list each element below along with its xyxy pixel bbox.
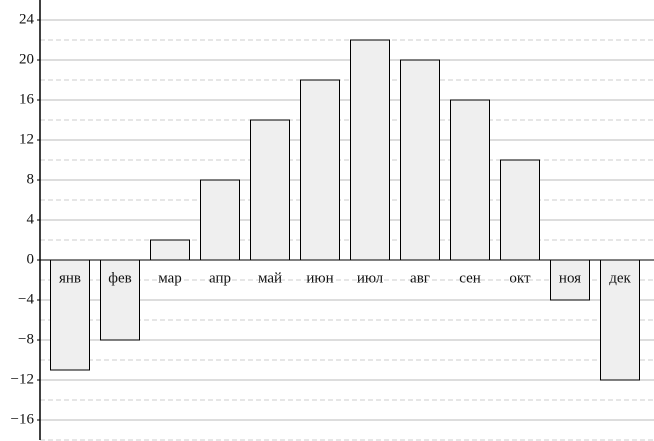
bar	[200, 179, 240, 261]
bar	[150, 239, 190, 261]
x-tick-label: июн	[306, 270, 333, 286]
y-tick-label: −16	[11, 411, 35, 427]
x-tick-label: апр	[209, 270, 231, 286]
y-tick-label: 4	[27, 211, 35, 227]
y-tick-label: 8	[27, 171, 35, 187]
bar	[600, 259, 640, 381]
x-tick-label: авг	[410, 270, 430, 286]
bar	[550, 259, 590, 301]
y-tick-label: 0	[27, 251, 35, 267]
y-tick-label: 16	[19, 91, 35, 107]
x-tick-label: окт	[509, 270, 531, 286]
x-tick-label: ноя	[559, 270, 581, 286]
bar	[450, 99, 490, 261]
y-tick-label: −4	[18, 291, 34, 307]
bar	[500, 159, 540, 261]
x-tick-label: мар	[158, 270, 182, 286]
y-tick-label: −12	[11, 371, 34, 387]
x-tick-label: дек	[609, 270, 631, 286]
bar	[50, 259, 90, 371]
y-tick-label: 20	[19, 51, 34, 67]
bar	[350, 39, 390, 261]
bar	[100, 259, 140, 341]
x-tick-label: янв	[59, 270, 81, 286]
x-tick-label: май	[258, 270, 282, 286]
y-tick-label: −8	[18, 331, 34, 347]
bar	[400, 59, 440, 261]
x-tick-label: фев	[108, 270, 131, 286]
x-tick-label: сен	[459, 270, 481, 286]
y-tick-label: 12	[19, 131, 34, 147]
y-tick-label: 24	[19, 11, 35, 27]
x-tick-label: июл	[357, 270, 384, 286]
bar	[250, 119, 290, 261]
bar	[300, 79, 340, 261]
